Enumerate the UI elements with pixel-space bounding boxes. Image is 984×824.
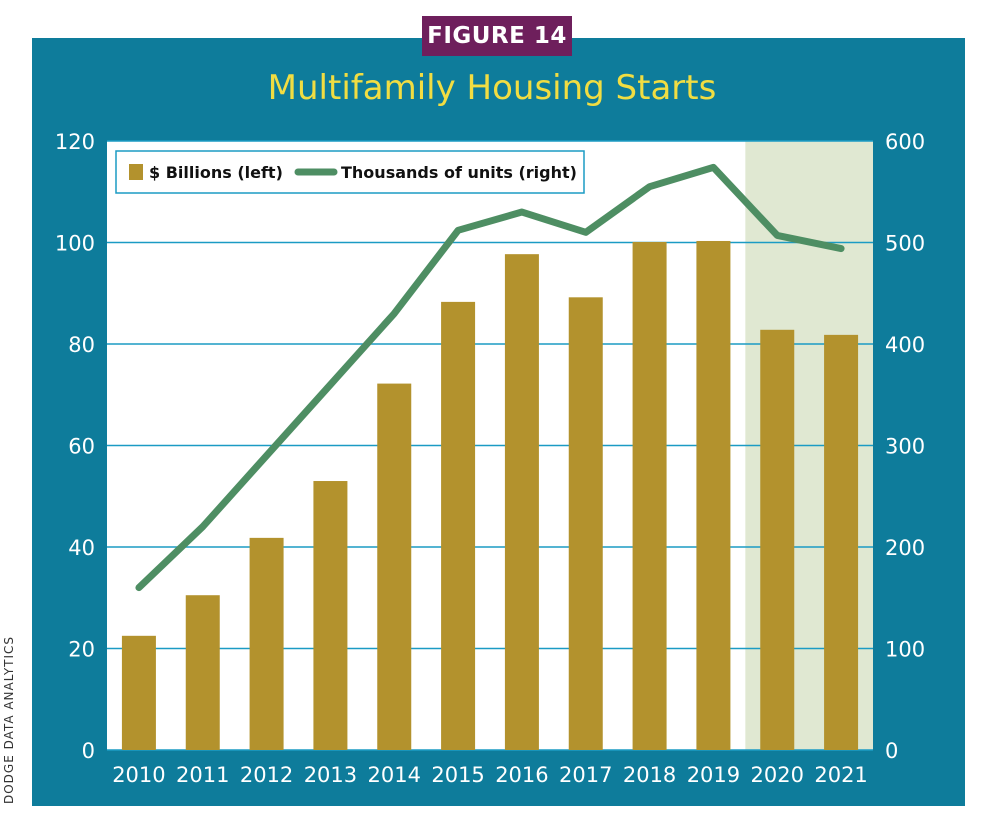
bar-2014 (377, 383, 412, 750)
chart-title: Multifamily Housing Starts (267, 68, 717, 108)
x-tick-label: 2017 (559, 763, 612, 787)
x-tick-label: 2014 (368, 763, 421, 787)
right-tick-label: 300 (885, 435, 925, 459)
bar-2020 (760, 329, 795, 750)
bar-2017 (568, 297, 603, 750)
left-tick-label: 40 (68, 536, 95, 560)
left-tick-label: 100 (55, 232, 95, 256)
x-tick-label: 2011 (176, 763, 229, 787)
bar-2015 (441, 301, 476, 750)
units-line (135, 163, 845, 592)
bar-2018 (632, 241, 667, 750)
x-tick-label: 2021 (814, 763, 867, 787)
left-tick-label: 60 (68, 435, 95, 459)
x-tick-label: 2010 (112, 763, 165, 787)
bar-2012 (249, 537, 284, 750)
figure-label: FIGURE 14 (422, 16, 572, 56)
legend-box (115, 150, 585, 194)
right-tick-label: 200 (885, 536, 925, 560)
left-tick-label: 20 (68, 638, 95, 662)
legend-line-label: Thousands of units (right) (341, 163, 577, 182)
left-tick-label: 80 (68, 333, 95, 357)
bar-2010 (121, 635, 156, 750)
bar-2011 (185, 595, 220, 750)
x-tick-label: 2018 (623, 763, 676, 787)
left-tick-label: 120 (55, 130, 95, 154)
x-tick-label: 2015 (431, 763, 484, 787)
x-tick-label: 2012 (240, 763, 293, 787)
right-tick-label: 100 (885, 638, 925, 662)
right-tick-label: 600 (885, 130, 925, 154)
legend-bar-label: $ Billions (left) (149, 163, 283, 182)
bar-2013 (313, 481, 348, 750)
bar-2016 (504, 254, 539, 751)
bar-2021 (824, 334, 859, 750)
bar-2019 (696, 240, 731, 751)
x-tick-label: 2016 (495, 763, 548, 787)
x-tick-label: 2020 (751, 763, 804, 787)
legend-bar-swatch (129, 164, 143, 180)
right-tick-label: 0 (885, 739, 898, 763)
left-tick-label: 0 (82, 739, 95, 763)
x-tick-label: 2019 (687, 763, 740, 787)
right-tick-label: 500 (885, 232, 925, 256)
x-tick-label: 2013 (304, 763, 357, 787)
right-tick-label: 400 (885, 333, 925, 357)
